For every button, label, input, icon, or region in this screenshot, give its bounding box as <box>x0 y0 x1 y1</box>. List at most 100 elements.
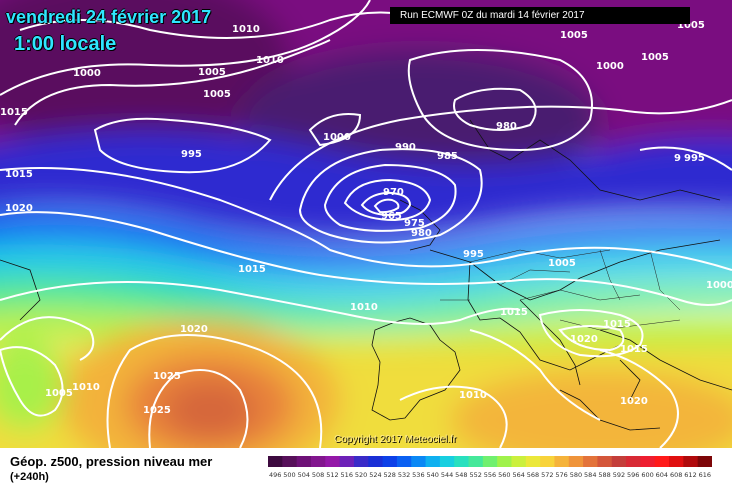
colorbar-tick-label: 540 <box>426 471 438 479</box>
isobar-label: 1005 <box>203 89 231 100</box>
colorbar-swatch <box>282 456 298 467</box>
colorbar-tick-label: 512 <box>326 471 338 479</box>
colorbar-tick-label: 556 <box>484 471 496 479</box>
forecast-date: vendredi 24 février 2017 <box>6 7 212 27</box>
colorbar-tick-label: 524 <box>369 471 381 479</box>
colorbar-tick-label: 552 <box>469 471 481 479</box>
isobar-label: 1015 <box>5 169 33 180</box>
colorbar-tick-label: 604 <box>656 471 668 479</box>
colorbar-swatch <box>425 456 441 467</box>
colorbar-tick-label: 612 <box>684 471 696 479</box>
colorbar-swatch <box>325 456 341 467</box>
colorbar-tick-label: 592 <box>613 471 625 479</box>
colorbar-tick-label: 528 <box>384 471 396 479</box>
model-run-info: Run ECMWF 0Z du mardi 14 février 2017 <box>390 7 690 24</box>
colorbar-tick-label: 496 <box>269 471 281 479</box>
isobar-label: 1010 <box>72 382 100 393</box>
isobar-label: 975 <box>404 218 425 229</box>
colorbar-tick-label: 584 <box>584 471 596 479</box>
forecast-time: 1:00 locale <box>14 33 117 55</box>
isobar-label: 1025 <box>143 405 171 416</box>
colorbar-swatch <box>611 456 627 467</box>
isobar-label: 1015 <box>603 319 631 330</box>
copyright-notice: Copyright 2017 Meteociel.fr <box>334 434 457 445</box>
isobar-label: 965 <box>381 211 402 222</box>
colorbar-swatch <box>669 456 684 467</box>
isobar-label: 1005 <box>560 30 588 41</box>
colorbar-tick-label: 548 <box>455 471 467 479</box>
colorbar-swatch <box>511 456 527 467</box>
isobar-label: 1005 <box>677 20 705 31</box>
isobar-labels: 1010 1005 1000 1015 1005 1010 1005 1005 … <box>0 20 732 416</box>
isobar-label: 1015 <box>0 107 28 118</box>
colorbar-swatch <box>353 456 369 467</box>
colorbar-tick-label: 616 <box>699 471 711 479</box>
isobar-label: 995 <box>684 153 705 164</box>
colorbar-tick-label: 560 <box>498 471 510 479</box>
colorbar-swatch <box>583 456 598 467</box>
colorbar-tick-label: 576 <box>555 471 567 479</box>
colorbar-swatch <box>411 456 427 467</box>
colorbar-swatch <box>454 456 470 467</box>
colorbar-swatch <box>697 456 712 467</box>
isobar-label: 980 <box>496 121 517 132</box>
colorbar-tick-label: 600 <box>641 471 653 479</box>
colorbar-swatch <box>468 456 484 467</box>
isobar-label: 1020 <box>620 396 648 407</box>
colorbar-swatch <box>382 456 398 467</box>
isobar-label: 1010 <box>459 390 487 401</box>
colorbar-tick-label: 504 <box>298 471 310 479</box>
isobar-label: 1010 <box>256 55 284 66</box>
colorbar-tick-label: 516 <box>341 471 353 479</box>
isobar-label: 1015 <box>500 307 528 318</box>
isobar-label: 970 <box>383 187 404 198</box>
colorbar-swatch <box>554 456 570 467</box>
isobar-label: 1015 <box>238 264 266 275</box>
colorbar-tick-label: 520 <box>355 471 367 479</box>
isobar-label: 9 <box>674 153 681 164</box>
colorbar-swatch <box>654 456 670 467</box>
colorbar-tick-label: 564 <box>512 471 524 479</box>
colorbar-swatch <box>683 456 699 467</box>
colorbar-swatch <box>296 456 312 467</box>
isobar-label: 1005 <box>548 258 576 269</box>
colorbar-tick-label: 544 <box>441 471 453 479</box>
colorbar-swatch <box>310 456 326 467</box>
legend-panel: Géop. z500, pression niveau mer (+240h) … <box>0 448 732 488</box>
colorbar-tick-label: 532 <box>398 471 410 479</box>
colorbar-tick-label: 588 <box>598 471 610 479</box>
isobar-label: 995 <box>463 249 484 260</box>
isobar-label: 1020 <box>5 203 33 214</box>
colorbar-tick-label: 500 <box>283 471 295 479</box>
isobar-label: 1010 <box>350 302 378 313</box>
field-title: Géop. z500, pression niveau mer <box>10 454 213 469</box>
isobar-label: 1005 <box>45 388 73 399</box>
isobar-label: 985 <box>437 151 458 162</box>
colorbar-swatch <box>439 456 455 467</box>
lead-time: (+240h) <box>10 471 49 483</box>
isobar-label: 1020 <box>570 334 598 345</box>
colorbar-swatch <box>540 456 555 467</box>
colorbar-swatch <box>626 456 641 467</box>
isobar-label: 1015 <box>620 344 648 355</box>
isobar-label: 1000 <box>706 280 732 291</box>
colorbar-tick-label: 580 <box>570 471 582 479</box>
borders <box>440 249 681 331</box>
isobar-label: 995 <box>181 149 202 160</box>
colorbar-swatch <box>368 456 384 467</box>
isobar-label: 980 <box>411 228 432 239</box>
colorbar-swatch <box>497 456 512 467</box>
colorbar: 496 500 504 508 512 516 520 524 528 532 536 540 544 5… <box>268 456 712 479</box>
isobars <box>0 0 732 448</box>
isobar-label: 1000 <box>596 61 624 72</box>
isobar-label: 1025 <box>153 371 181 382</box>
colorbar-swatch <box>339 456 355 467</box>
colorbar-tick-label: 508 <box>312 471 324 479</box>
isobar-label: 990 <box>395 142 416 153</box>
isobar-label: 1005 <box>641 52 669 63</box>
colorbar-tick-label: 608 <box>670 471 682 479</box>
colorbar-tick-label: 536 <box>412 471 424 479</box>
colorbar-swatch <box>568 456 584 467</box>
isobar-label: 1005 <box>198 67 226 78</box>
